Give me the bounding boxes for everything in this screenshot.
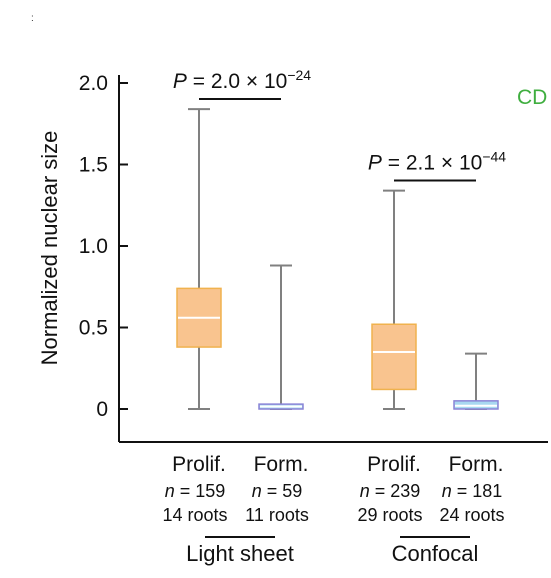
significance-annotations: P = 2.0 × 10−24 P = 2.1 × 10−44 bbox=[173, 67, 506, 182]
p-value-label: P = 2.0 × 10−24 bbox=[173, 67, 311, 93]
y-tick-label: 2.0 bbox=[79, 72, 108, 95]
n-label: n = 239 bbox=[360, 481, 421, 501]
roots-label: 29 roots bbox=[357, 505, 422, 525]
n-label: n = 59 bbox=[252, 481, 303, 501]
x-axis-labels: Prolif. n = 159 14 roots Form. n = 59 11 root… bbox=[162, 453, 504, 566]
y-tick-label: 1.0 bbox=[79, 235, 108, 258]
y-tick-label: 0 bbox=[96, 398, 108, 421]
p-value-label: P = 2.1 × 10−44 bbox=[368, 149, 506, 175]
n-label: n = 159 bbox=[165, 481, 226, 501]
corner-label: CD bbox=[517, 86, 547, 109]
y-axis-title: Normalized nuclear size bbox=[37, 131, 62, 366]
box-4 bbox=[453, 352, 499, 410]
roots-label: 11 roots bbox=[245, 505, 309, 525]
roots-label: 14 roots bbox=[162, 505, 227, 525]
axes: 0 0.5 1.0 1.5 2.0 bbox=[79, 72, 548, 443]
roots-label: 24 roots bbox=[439, 505, 504, 525]
box-3 bbox=[371, 189, 417, 410]
y-tick-label: 1.5 bbox=[79, 154, 108, 177]
y-tick-label: 0.5 bbox=[79, 317, 108, 340]
boxes bbox=[176, 108, 499, 410]
box-1 bbox=[176, 108, 222, 410]
category-label: Prolif. bbox=[367, 453, 421, 476]
n-label: n = 181 bbox=[442, 481, 503, 501]
box-2 bbox=[258, 264, 304, 410]
box-iqr bbox=[371, 323, 417, 391]
group-label: Confocal bbox=[392, 541, 479, 566]
category-label: Prolif. bbox=[172, 453, 226, 476]
group-label: Light sheet bbox=[186, 541, 294, 566]
category-label: Form. bbox=[449, 453, 504, 476]
category-label: Form. bbox=[254, 453, 309, 476]
corner-mark: : bbox=[31, 13, 34, 24]
